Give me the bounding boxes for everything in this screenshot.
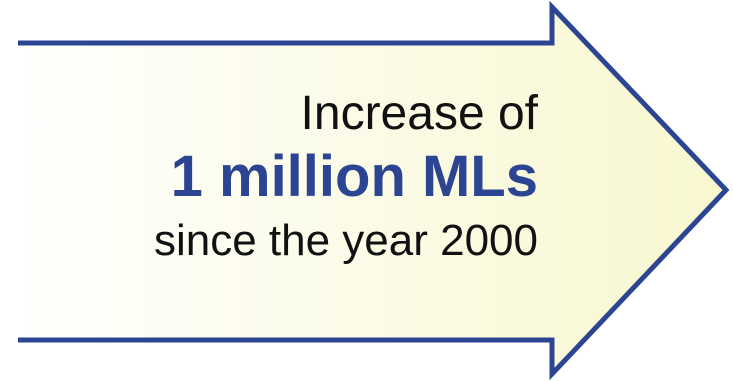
- callout-line-since: since the year 2000: [153, 216, 538, 265]
- arrow-outline: [18, 0, 730, 381]
- callout-text: Increase of 1 million MLs since the year…: [154, 86, 538, 270]
- callout-line-highlight: 1 million MLs: [170, 144, 538, 209]
- callout-line-increase: Increase of: [300, 87, 538, 140]
- arrow-fill: [0, 7, 726, 374]
